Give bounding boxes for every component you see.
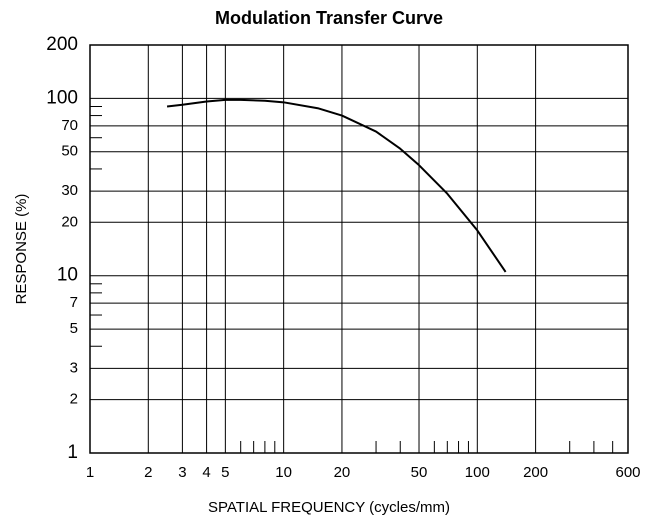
x-tick-label: 20 bbox=[334, 464, 351, 481]
y-tick-label: 1 bbox=[67, 442, 78, 463]
x-axis-label: SPATIAL FREQUENCY (cycles/mm) bbox=[208, 499, 450, 516]
y-tick-label: 100 bbox=[46, 87, 78, 108]
x-tick-label: 50 bbox=[411, 464, 428, 481]
curve bbox=[166, 98, 507, 273]
y-tick-label: 20 bbox=[61, 213, 78, 230]
y-tick-label: 5 bbox=[70, 320, 78, 337]
x-tick-label: 1 bbox=[86, 464, 94, 481]
y-tick-label: 70 bbox=[61, 117, 78, 134]
x-tick-label: 2 bbox=[144, 464, 152, 481]
y-tick-label: 7 bbox=[70, 294, 78, 311]
chart-title: Modulation Transfer Curve bbox=[215, 8, 443, 28]
y-tick-label: 200 bbox=[46, 34, 78, 55]
y-tick-label: 3 bbox=[70, 359, 78, 376]
x-tick-label: 200 bbox=[523, 464, 548, 481]
y-tick-label: 30 bbox=[61, 182, 78, 199]
y-tick-label: 2 bbox=[70, 391, 78, 408]
x-tick-label: 600 bbox=[615, 464, 640, 481]
plot-frame bbox=[89, 44, 629, 454]
y-tick-label: 10 bbox=[57, 265, 78, 286]
y-axis-label: RESPONSE (%) bbox=[13, 194, 30, 305]
y-tick-label: 50 bbox=[61, 143, 78, 160]
x-tick-label: 4 bbox=[202, 464, 210, 481]
x-tick-label: 10 bbox=[275, 464, 292, 481]
x-tick-label: 3 bbox=[178, 464, 186, 481]
x-tick-label: 5 bbox=[221, 464, 229, 481]
x-tick-label: 100 bbox=[465, 464, 490, 481]
